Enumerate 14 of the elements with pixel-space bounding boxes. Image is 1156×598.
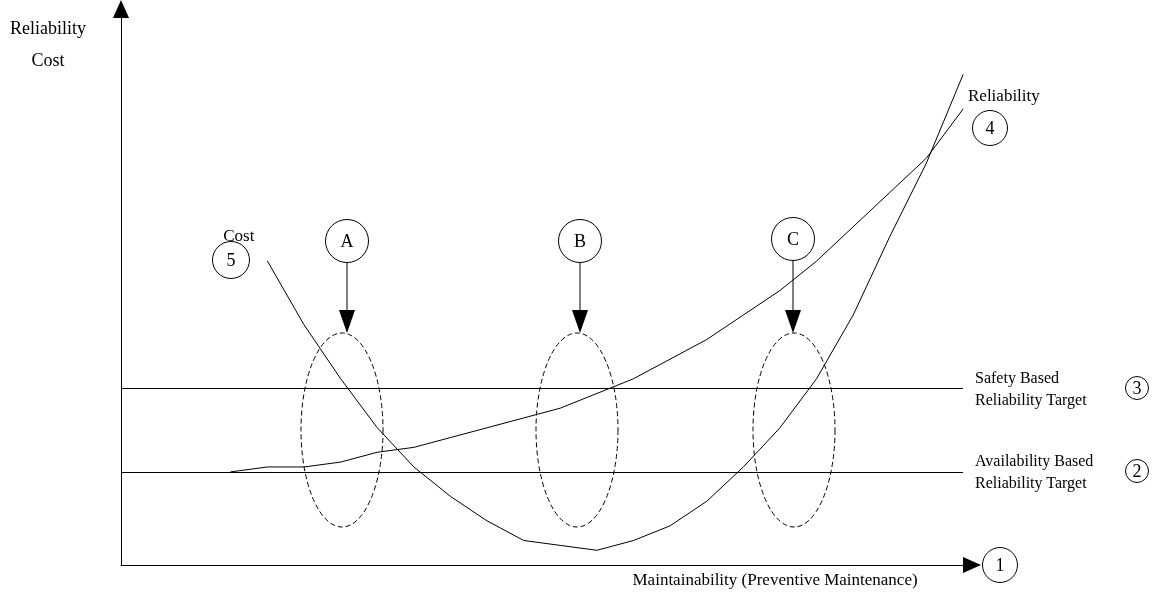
x-axis-title: Maintainability (Preventive Maintenance)	[632, 570, 918, 591]
annotation: C	[771, 217, 815, 261]
series-label: Cost	[223, 225, 255, 245]
text: 2	[1125, 459, 1149, 483]
annotation: B	[558, 219, 602, 263]
text: 4	[972, 110, 1008, 146]
series-label: Reliability	[968, 85, 1041, 105]
text: 3	[1125, 376, 1149, 400]
annotation: A	[325, 219, 369, 263]
ref-line-label: Availability Based Reliability Target	[975, 452, 1098, 493]
annotation: 5	[226, 249, 236, 270]
text: 1	[982, 547, 1018, 583]
y-axis-title: Reliability Cost	[9, 17, 87, 72]
ref-line-label: Safety Based Reliability Target	[975, 369, 1088, 410]
